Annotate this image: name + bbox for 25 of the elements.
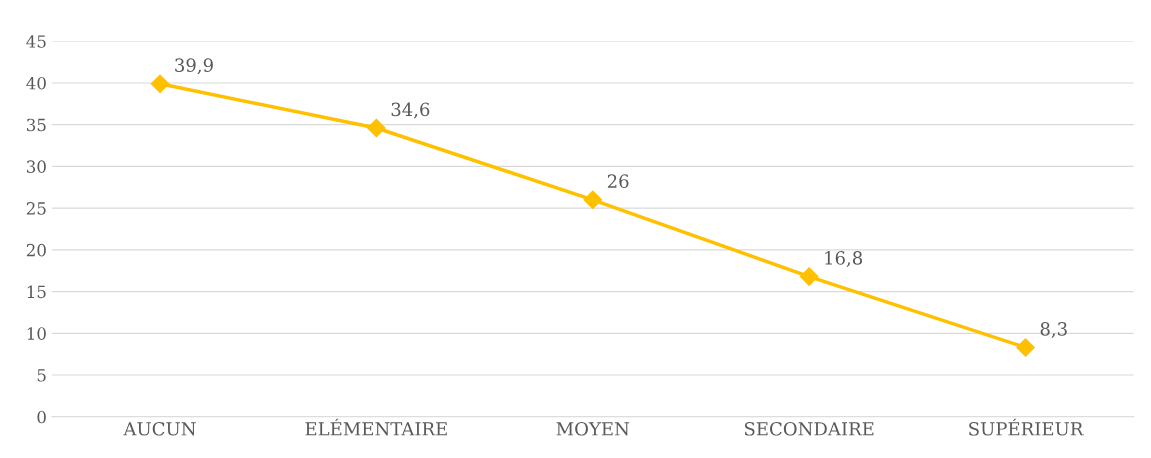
y-tick-label: 20 <box>26 243 46 257</box>
y-tick-label: 30 <box>27 160 46 173</box>
point <box>799 267 819 286</box>
y-tick-label: 15 <box>27 285 46 299</box>
data-label: 26 <box>607 174 629 188</box>
x-tick-label: SECONDAIRE <box>744 421 874 436</box>
data-label: 34,6 <box>391 102 430 119</box>
point <box>1016 338 1035 357</box>
data-label: 39,9 <box>175 58 213 75</box>
x-tick-label: AUCUN <box>123 421 196 436</box>
y-tick-label: 0 <box>37 410 46 424</box>
point <box>583 190 603 210</box>
data-label: 16,8 <box>825 251 863 267</box>
y-tick-label: 10 <box>27 327 46 340</box>
y-tick-label: 5 <box>37 369 46 382</box>
y-tick-label: 25 <box>26 202 46 215</box>
y-tick-label: 40 <box>26 76 46 90</box>
x-tick-label: ELÉMENTAIRE <box>305 418 447 436</box>
point <box>367 118 386 138</box>
data-label: 8,3 <box>1040 322 1067 338</box>
y-tick-label: 45 <box>26 35 46 48</box>
point <box>150 74 170 94</box>
x-tick-label: MOYEN <box>556 421 630 436</box>
y-tick-label: 35 <box>27 118 46 132</box>
x-tick-label: SUPÉRIEUR <box>969 418 1084 436</box>
